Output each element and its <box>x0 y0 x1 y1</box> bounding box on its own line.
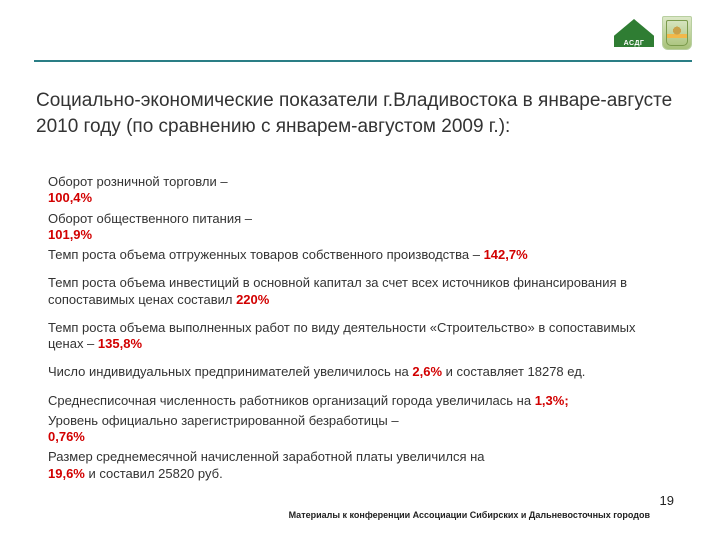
asdg-logo: АСДГ <box>614 19 654 47</box>
indicator-item: Оборот общественного питания –101,9% <box>48 211 672 244</box>
indicator-text: Темп роста объема инвестиций в основной … <box>48 275 627 306</box>
indicator-item: Темп роста объема отгруженных товаров со… <box>48 247 672 263</box>
indicator-text: Оборот розничной торговли – <box>48 174 228 189</box>
indicator-text: Число индивидуальных предпринимателей ув… <box>48 364 412 379</box>
indicator-item: Оборот розничной торговли –100,4% <box>48 174 672 207</box>
indicator-value: 1,3%; <box>535 393 569 408</box>
indicator-value: 142,7% <box>484 247 528 262</box>
slide-title: Социально-экономические показатели г.Вла… <box>36 88 684 139</box>
indicator-text: Среднесписочная численность работников о… <box>48 393 535 408</box>
header-divider <box>34 60 692 62</box>
indicator-value: 220% <box>236 292 269 307</box>
indicator-value: 0,76% <box>48 429 85 444</box>
indicator-item: Уровень официально зарегистрированной бе… <box>48 413 672 446</box>
indicator-item: Число индивидуальных предпринимателей ув… <box>48 364 672 380</box>
indicator-item: Размер среднемесячной начисленной зарабо… <box>48 449 672 482</box>
indicator-suffix: и составляет 18278 ед. <box>442 364 585 379</box>
indicator-value: 101,9% <box>48 227 92 242</box>
indicator-text: Размер среднемесячной начисленной зарабо… <box>48 449 485 464</box>
indicators-list: Оборот розничной торговли –100,4%Оборот … <box>48 174 672 486</box>
indicator-item: Темп роста объема выполненных работ по в… <box>48 320 672 353</box>
indicator-value: 2,6% <box>412 364 442 379</box>
asdg-logo-label: АСДГ <box>614 40 654 47</box>
indicator-value: 100,4% <box>48 190 92 205</box>
indicator-value: 135,8% <box>98 336 142 351</box>
indicator-text: Темп роста объема отгруженных товаров со… <box>48 247 484 262</box>
city-coat-of-arms <box>662 16 692 50</box>
indicator-suffix: и составил 25820 руб. <box>85 466 223 481</box>
footer-text: Материалы к конференции Ассоциации Сибир… <box>289 510 650 520</box>
indicator-text: Оборот общественного питания – <box>48 211 252 226</box>
indicator-item: Среднесписочная численность работников о… <box>48 393 672 409</box>
page-number: 19 <box>660 493 674 508</box>
indicator-text: Уровень официально зарегистрированной бе… <box>48 413 399 428</box>
indicator-value: 19,6% <box>48 466 85 481</box>
indicator-item: Темп роста объема инвестиций в основной … <box>48 275 672 308</box>
